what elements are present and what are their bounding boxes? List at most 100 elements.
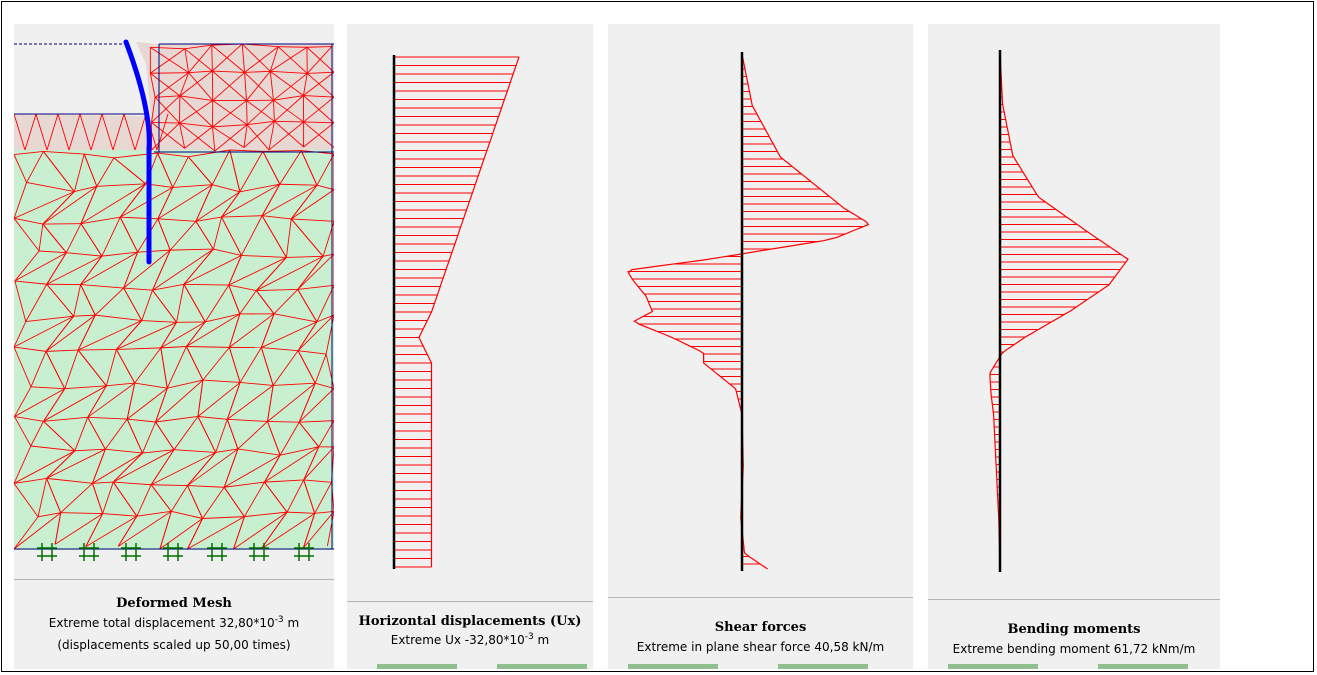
- mesh-element-edge: [260, 511, 288, 550]
- green-strip: [1098, 664, 1188, 669]
- extreme-displacement-value: Extreme total displacement 32,80*10: [48, 616, 275, 630]
- mesh-element-edge: [154, 72, 189, 98]
- mesh-element-edge: [246, 100, 248, 125]
- mesh-element-edge: [303, 95, 334, 98]
- mesh-element-edge: [261, 184, 281, 216]
- mesh-element-edge: [14, 250, 40, 282]
- mesh-element-edge: [74, 417, 89, 451]
- mesh-element-edge: [212, 70, 247, 101]
- mesh-element-edge: [269, 46, 279, 72]
- mesh-element-edge: [14, 483, 39, 518]
- mesh-element-edge: [267, 382, 316, 422]
- mesh-element-edge: [228, 313, 241, 348]
- mesh-element-edge: [273, 95, 304, 101]
- mesh-element-edge: [279, 422, 300, 456]
- mesh-element-edge: [42, 223, 67, 253]
- mesh-element-edge: [45, 351, 66, 389]
- mesh-element-edge: [302, 73, 308, 96]
- mesh-element-edge: [151, 484, 188, 487]
- mesh-element-edge: [228, 284, 241, 315]
- mesh-element-edge: [92, 452, 143, 484]
- mesh-element-edge: [94, 287, 124, 316]
- mesh-element-edge: [77, 314, 96, 351]
- mesh-element-edge: [202, 379, 241, 383]
- mesh-element-edge: [85, 515, 138, 548]
- mesh-element-edge: [195, 221, 214, 250]
- mesh-element-edge: [80, 284, 96, 316]
- mesh-element-edge: [26, 181, 75, 193]
- mesh-element-edge: [95, 314, 142, 322]
- mesh-element-edge: [80, 251, 138, 285]
- mesh-element-edge: [152, 249, 171, 291]
- mesh-element-edge: [187, 518, 203, 550]
- mesh-element-edge: [261, 321, 318, 348]
- mesh-element-edge: [65, 223, 82, 253]
- mesh-element-edge: [150, 484, 172, 512]
- mesh-element-edge: [187, 516, 245, 550]
- fixity-hash-icon: [249, 543, 269, 561]
- mesh-element-edge: [264, 446, 320, 483]
- mesh-element-edge: [297, 256, 324, 290]
- mesh-element-edge: [73, 314, 96, 317]
- mesh-element-edge: [126, 382, 136, 420]
- mesh-element-edge: [307, 71, 334, 74]
- mesh-element-edge: [212, 72, 245, 101]
- mesh-element-edge: [102, 481, 114, 514]
- mesh-element-edge: [197, 416, 228, 420]
- mesh-element-edge: [30, 445, 75, 452]
- mesh-element-edge: [195, 191, 241, 222]
- mesh-element-edge: [157, 152, 189, 158]
- deformed-wall-plate: [123, 39, 152, 265]
- mesh-element-edge: [115, 349, 136, 384]
- mesh-element-edge: [142, 421, 156, 454]
- mesh-element-edge: [80, 216, 121, 225]
- mesh-element-edge: [184, 48, 190, 73]
- mesh-element-edge: [223, 454, 281, 488]
- panel-title: Deformed Mesh: [116, 596, 232, 611]
- mesh-element-edge: [227, 418, 268, 422]
- mesh-element-edge: [159, 518, 203, 550]
- mesh-element-edge: [188, 44, 213, 73]
- green-strip: [497, 664, 587, 669]
- mesh-element-edge: [46, 113, 59, 151]
- fixity-hash-icon: [121, 543, 141, 561]
- mesh-element-edge: [316, 314, 334, 323]
- mesh-element-edge: [267, 421, 281, 456]
- mesh-element-edge: [302, 511, 334, 549]
- mesh-element-edge: [241, 215, 263, 256]
- mesh-element-edge: [157, 187, 174, 220]
- mesh-element-edge: [223, 486, 245, 517]
- mesh-element-edge: [228, 347, 241, 383]
- mesh-element-edge: [223, 448, 239, 488]
- green-strip: [628, 664, 718, 669]
- soil-upper-right: [136, 42, 334, 152]
- mesh-element-edge: [228, 255, 242, 286]
- mesh-element-edge: [80, 255, 103, 285]
- mesh-element-edge: [303, 95, 334, 124]
- mesh-element-edge: [14, 315, 74, 348]
- mesh-element-edge: [14, 150, 44, 156]
- mesh-element-edge: [46, 450, 76, 479]
- mesh-element-edge: [74, 448, 106, 452]
- mesh-element-edge: [241, 43, 246, 73]
- mesh-element-edge: [155, 416, 199, 423]
- mesh-element-edge: [298, 388, 334, 423]
- mesh-element-edge: [187, 485, 203, 519]
- mesh-element-edge: [136, 484, 152, 517]
- mesh-element-edge: [273, 99, 304, 123]
- mesh-element-edge: [46, 252, 67, 285]
- mesh-element-edge: [290, 184, 318, 220]
- mesh-element-edge: [106, 382, 135, 387]
- mesh-element-edge: [212, 70, 245, 73]
- mesh-element-edge: [30, 386, 65, 390]
- mesh-element-edge: [186, 313, 241, 347]
- mesh-element-edge: [318, 420, 334, 448]
- mesh-element-edge: [172, 156, 189, 188]
- mesh-element-edge: [273, 73, 308, 101]
- mesh-element-edge: [212, 184, 240, 193]
- mesh-element-edge: [244, 70, 271, 73]
- mesh-element-edge: [316, 184, 334, 191]
- mesh-element-edge: [87, 417, 106, 450]
- mesh-element-edge: [45, 314, 96, 352]
- mesh-element-edge: [303, 121, 334, 148]
